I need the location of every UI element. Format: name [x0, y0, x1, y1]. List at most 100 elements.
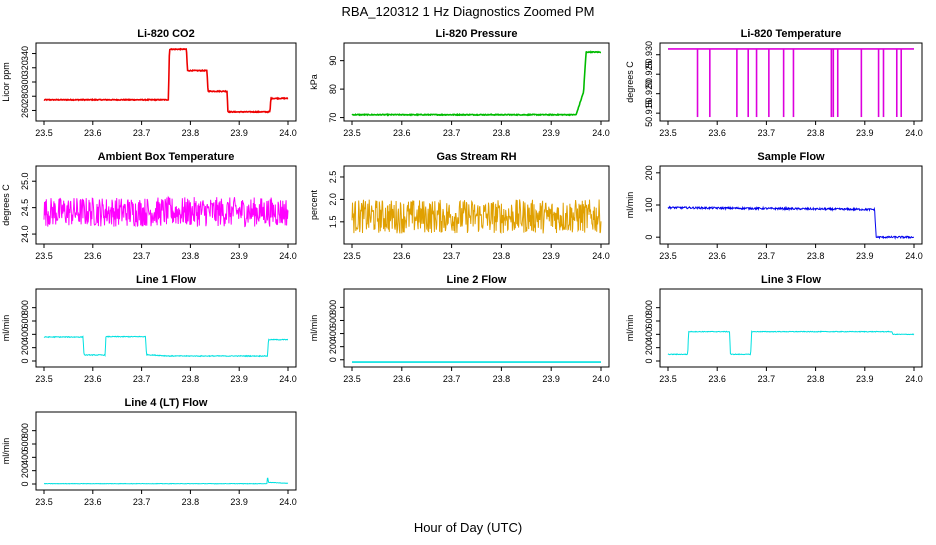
x-tick-label: 23.8 — [182, 497, 200, 507]
y-tick-label: 0 — [20, 358, 30, 363]
y-tick-label: 300 — [20, 74, 30, 89]
panel-2: Li-820 Temperature degrees C 23.5 23.6 23.7 2… — [625, 28, 923, 138]
y-tick-label: 600 — [20, 313, 30, 328]
x-tick-label: 23.5 — [659, 251, 677, 261]
x-tick-label: 23.5 — [35, 251, 53, 261]
panel-title: Line 1 Flow — [136, 274, 196, 286]
x-tick-label: 23.8 — [807, 251, 825, 261]
y-tick-label: 2.0 — [328, 193, 338, 206]
panel-ylabel: ml/min — [625, 315, 635, 342]
y-tick-label: 50.930 — [644, 41, 654, 69]
panel-0: Li-820 CO2 Licor ppm 23.5 23.6 23.7 23.8 23.9 2… — [1, 28, 297, 138]
x-tick-label: 23.9 — [542, 251, 560, 261]
y-tick-label: 50.920 — [644, 80, 654, 108]
panel-title: Line 4 (LT) Flow — [125, 397, 208, 409]
series-line — [667, 205, 914, 240]
x-tick-label: 23.5 — [343, 128, 361, 138]
plot-frame — [35, 165, 297, 245]
figure-xlabel: Hour of Day (UTC) — [414, 520, 522, 535]
panel-ylabel: kPa — [309, 74, 319, 90]
y-tick-label: 0 — [644, 235, 654, 240]
y-tick-label: 200 — [20, 463, 30, 478]
x-tick-label: 23.7 — [133, 251, 151, 261]
series-line — [43, 195, 289, 228]
panel-ylabel: Licor ppm — [1, 62, 11, 102]
y-tick-label: 280 — [20, 89, 30, 104]
plot-frame — [35, 288, 297, 368]
y-tick-label: 200 — [644, 165, 654, 180]
x-tick-label: 23.6 — [84, 497, 102, 507]
panel-title: Li-820 CO2 — [137, 28, 194, 40]
x-tick-label: 23.5 — [35, 374, 53, 384]
panel-ylabel: ml/min — [1, 315, 11, 342]
x-tick-label: 23.8 — [493, 251, 511, 261]
y-tick-label: 400 — [328, 326, 338, 341]
x-tick-label: 23.5 — [343, 251, 361, 261]
panel-1: Li-820 Pressure kPa 23.5 23.6 23.7 23.8 23.9 24… — [309, 28, 610, 138]
y-tick-label: 200 — [644, 340, 654, 355]
x-tick-label: 24.0 — [279, 128, 297, 138]
x-tick-label: 23.6 — [708, 251, 726, 261]
x-tick-label: 23.6 — [393, 128, 411, 138]
x-tick-label: 23.7 — [133, 497, 151, 507]
x-tick-label: 23.9 — [542, 128, 560, 138]
x-tick-label: 24.0 — [279, 497, 297, 507]
x-tick-label: 23.7 — [443, 128, 461, 138]
y-tick-label: 90 — [328, 56, 338, 66]
panels-group: Li-820 CO2 Licor ppm 23.5 23.6 23.7 23.8 23.9 2… — [1, 28, 923, 507]
x-tick-label: 23.8 — [182, 251, 200, 261]
figure-title: RBA_120312 1 Hz Diagnostics Zoomed PM — [342, 4, 595, 19]
plot-frame — [35, 411, 297, 491]
panel-ylabel: ml/min — [309, 315, 319, 342]
x-tick-label: 23.7 — [443, 251, 461, 261]
x-tick-label: 23.6 — [393, 374, 411, 384]
panel-title: Li-820 Temperature — [741, 28, 842, 40]
x-tick-label: 23.7 — [133, 128, 151, 138]
x-tick-label: 23.8 — [807, 128, 825, 138]
y-tick-label: 2.5 — [328, 171, 338, 184]
y-tick-label: 200 — [328, 339, 338, 354]
plot-frame — [35, 42, 297, 122]
panel-ylabel: degrees C — [1, 184, 11, 226]
plot-frame — [343, 165, 610, 245]
plot-frame — [659, 288, 923, 368]
plot-frame — [343, 42, 610, 122]
x-tick-label: 23.6 — [84, 374, 102, 384]
panel-title: Ambient Box Temperature — [98, 151, 235, 163]
x-tick-label: 23.9 — [856, 251, 874, 261]
series-line — [43, 335, 288, 358]
panel-title: Sample Flow — [757, 151, 825, 163]
panel-8: Line 3 Flow ml/min 23.5 23.6 23.7 23.8 23.9 24.… — [625, 274, 923, 384]
panel-3: Ambient Box Temperature degrees C 23.5 23.6… — [1, 151, 297, 261]
x-tick-label: 24.0 — [279, 374, 297, 384]
x-tick-label: 23.6 — [708, 374, 726, 384]
x-tick-label: 23.7 — [133, 374, 151, 384]
y-tick-label: 400 — [644, 327, 654, 342]
x-tick-label: 23.7 — [758, 128, 776, 138]
y-tick-label: 400 — [20, 450, 30, 465]
x-tick-label: 23.6 — [84, 251, 102, 261]
x-tick-label: 23.9 — [856, 128, 874, 138]
x-tick-label: 23.5 — [343, 374, 361, 384]
panel-title: Gas Stream RH — [436, 151, 516, 163]
y-tick-label: 70 — [328, 113, 338, 123]
x-tick-label: 23.6 — [393, 251, 411, 261]
x-tick-label: 24.0 — [279, 251, 297, 261]
x-tick-label: 23.9 — [230, 251, 248, 261]
series-line — [43, 47, 289, 114]
y-tick-label: 400 — [20, 327, 30, 342]
panel-4: Gas Stream RH percent 23.5 23.6 23.7 23.8 23.9… — [309, 151, 610, 261]
y-tick-label: 80 — [328, 84, 338, 94]
y-tick-label: 800 — [328, 300, 338, 315]
panel-title: Li-820 Pressure — [436, 28, 518, 40]
y-tick-label: 340 — [20, 46, 30, 61]
panel-ylabel: ml/min — [1, 438, 11, 465]
panel-5: Sample Flow ml/min 23.5 23.6 23.7 23.8 23.9 24.… — [625, 151, 923, 261]
x-tick-label: 24.0 — [905, 251, 923, 261]
y-tick-label: 24.5 — [20, 199, 30, 217]
y-tick-label: 800 — [644, 300, 654, 315]
y-tick-label: 50.925 — [644, 60, 654, 88]
y-tick-label: 0 — [644, 358, 654, 363]
x-tick-label: 23.7 — [758, 374, 776, 384]
